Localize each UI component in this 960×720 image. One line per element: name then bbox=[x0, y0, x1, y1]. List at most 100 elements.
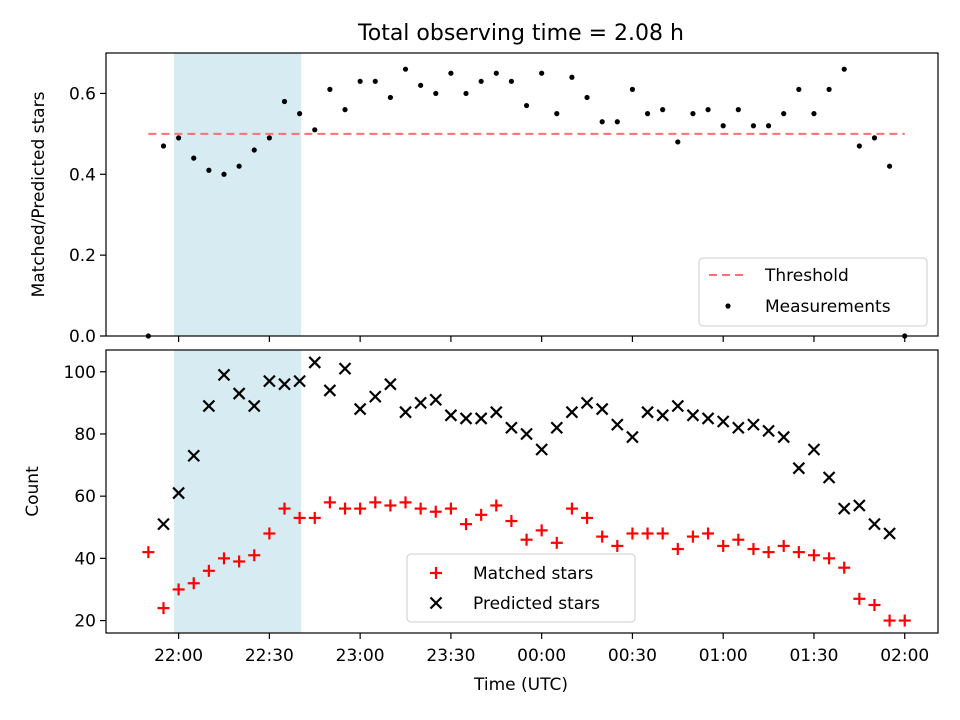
matched-star-point bbox=[187, 577, 200, 590]
measurement-point bbox=[448, 70, 454, 76]
matched-star-point bbox=[686, 530, 699, 543]
measurement-point bbox=[191, 155, 197, 161]
predicted-star-point bbox=[807, 443, 821, 456]
predicted-star-point-b bbox=[505, 421, 518, 435]
matched-star-point bbox=[656, 527, 669, 540]
chart-title: Total observing time = 2.08 h bbox=[357, 21, 684, 46]
matched-star-point bbox=[611, 539, 624, 552]
x-tick-label: 00:00 bbox=[517, 646, 566, 666]
predicted-star-point-b bbox=[535, 443, 548, 456]
top-y-tick-label: 0.6 bbox=[69, 84, 96, 104]
predicted-star-point-b bbox=[550, 421, 564, 435]
measurement-point bbox=[781, 111, 787, 117]
measurement-point bbox=[478, 78, 484, 84]
measurement-point bbox=[569, 74, 575, 80]
predicted-star-point-b bbox=[263, 374, 276, 388]
matched-star-point bbox=[732, 533, 745, 546]
predicted-star-point bbox=[263, 374, 276, 388]
matched-star-point bbox=[308, 511, 321, 524]
predicted-star-point bbox=[202, 399, 216, 413]
measurement-point bbox=[675, 139, 681, 145]
predicted-star-point bbox=[157, 517, 170, 531]
legend-predicted-label: Predicted stars bbox=[473, 594, 600, 614]
measurement-point bbox=[281, 98, 288, 105]
predicted-star-point-b bbox=[490, 405, 503, 419]
predicted-star-point-b bbox=[762, 424, 775, 438]
predicted-star-point-b bbox=[429, 393, 443, 407]
measurement-point bbox=[599, 119, 605, 125]
measurement-point bbox=[312, 127, 318, 133]
predicted-star-point-b bbox=[807, 443, 821, 456]
matched-star-point bbox=[278, 502, 291, 515]
predicted-star-point-b bbox=[626, 430, 639, 444]
predicted-star-point bbox=[293, 374, 306, 388]
measurement-point bbox=[750, 123, 757, 129]
predicted-star-point bbox=[883, 527, 896, 540]
matched-star-point bbox=[233, 555, 246, 568]
predicted-star-point-b bbox=[837, 502, 851, 515]
matched-star-point bbox=[596, 530, 609, 543]
measurement-point bbox=[826, 86, 832, 92]
predicted-star-point-b bbox=[459, 412, 473, 425]
matched-star-point bbox=[838, 561, 851, 574]
predicted-star-point bbox=[308, 356, 322, 369]
predicted-star-point bbox=[399, 405, 412, 419]
top-y-tick-label: 0.2 bbox=[69, 246, 96, 266]
predicted-star-point bbox=[853, 499, 866, 512]
predicted-star-point-b bbox=[777, 430, 790, 444]
predicted-star-point-b bbox=[308, 356, 322, 369]
predicted-star-point-b bbox=[747, 418, 760, 431]
x-tick-label: 01:30 bbox=[789, 646, 838, 666]
matched-star-point bbox=[520, 533, 533, 546]
predicted-star-point-b bbox=[323, 384, 337, 397]
predicted-star-point-b bbox=[595, 402, 609, 416]
matched-star-point bbox=[898, 614, 911, 627]
measurement-point bbox=[266, 135, 272, 141]
predicted-star-point-b bbox=[883, 527, 896, 540]
bottom-y-tick-label: 20 bbox=[74, 612, 96, 632]
bottom-y-tick-label: 60 bbox=[74, 487, 96, 507]
predicted-star-point-b bbox=[474, 412, 488, 425]
measurement-point bbox=[735, 107, 741, 113]
bottom-y-axis-label: Count bbox=[23, 466, 43, 517]
predicted-star-point-b bbox=[716, 415, 730, 428]
predicted-star-point-b bbox=[565, 405, 579, 419]
predicted-star-point bbox=[353, 402, 367, 416]
measurement-point bbox=[357, 78, 363, 84]
matched-star-point bbox=[172, 583, 185, 596]
predicted-star-point bbox=[565, 405, 579, 419]
bottom-legend-box bbox=[406, 553, 636, 623]
measurement-point bbox=[251, 147, 257, 153]
predicted-star-point bbox=[868, 517, 881, 531]
predicted-star-point-b bbox=[399, 405, 412, 419]
predicted-star-point-b bbox=[822, 471, 836, 484]
matched-star-point bbox=[354, 502, 367, 515]
matched-star-point bbox=[399, 496, 412, 509]
measurement-point bbox=[705, 107, 711, 113]
matched-star-point bbox=[217, 552, 230, 565]
x-tick-label: 23:00 bbox=[336, 646, 385, 666]
measurement-point bbox=[160, 143, 167, 149]
predicted-star-point bbox=[626, 430, 639, 444]
matched-star-point bbox=[762, 546, 775, 559]
predicted-star-point-b bbox=[701, 412, 715, 425]
measurement-point bbox=[463, 90, 469, 97]
predicted-star-point-b bbox=[868, 517, 881, 531]
predicted-star-point-b bbox=[172, 486, 185, 500]
bottom-axes-frame bbox=[105, 349, 939, 634]
predicted-star-point bbox=[444, 409, 458, 422]
matched-star-point bbox=[323, 496, 336, 509]
top-legend: Threshold Measurements bbox=[698, 257, 928, 327]
matched-star-point bbox=[853, 592, 866, 605]
matched-star-point bbox=[202, 564, 215, 577]
measurement-point bbox=[402, 66, 409, 72]
matched-star-point bbox=[883, 614, 896, 627]
predicted-star-point bbox=[323, 384, 337, 397]
measurement-point bbox=[796, 86, 802, 92]
predicted-star-point-b bbox=[656, 409, 669, 422]
predicted-star-point bbox=[384, 377, 397, 391]
matched-star-point bbox=[868, 599, 881, 612]
predicted-star-point bbox=[217, 368, 231, 382]
predicted-star-point-b bbox=[414, 396, 427, 410]
